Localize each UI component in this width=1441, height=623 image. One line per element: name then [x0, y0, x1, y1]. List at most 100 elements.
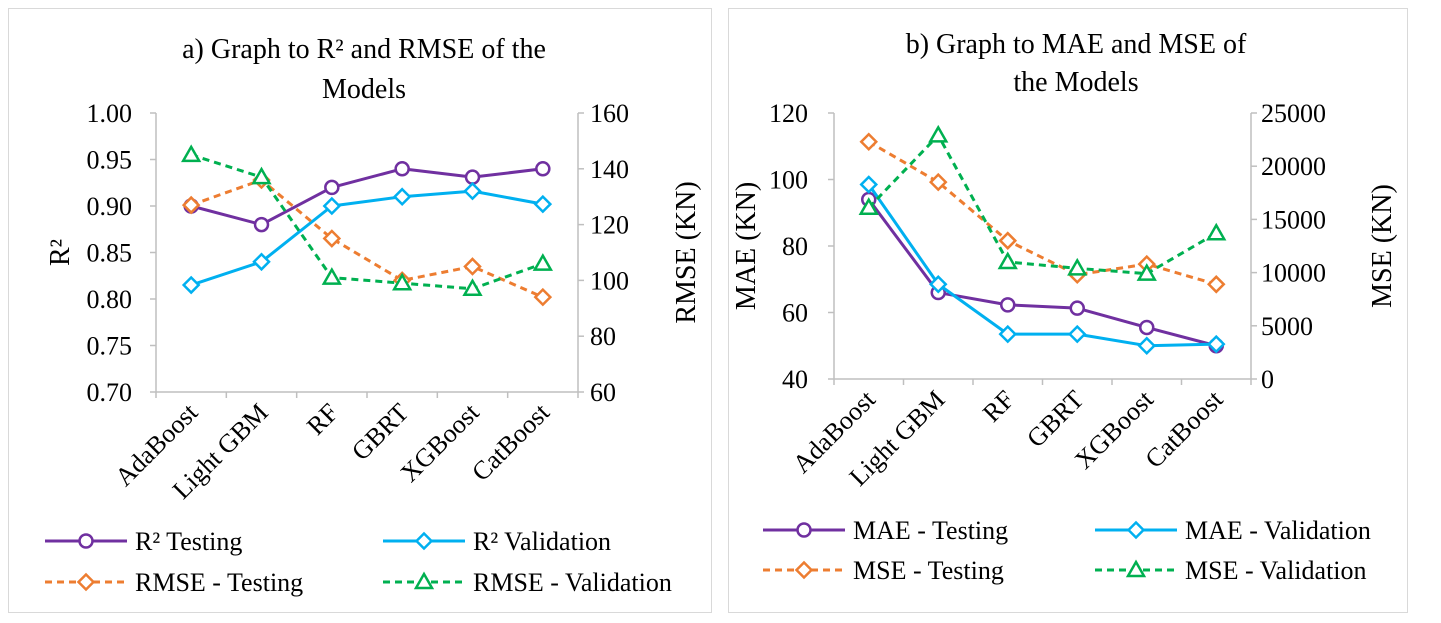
chart-a-category-label: XGBoost [395, 397, 486, 488]
chart-a-series-1-point [464, 169, 481, 185]
chart-a-series-4-point [532, 253, 553, 271]
chart-b-legend-marker [1125, 559, 1147, 578]
chart-b-legend-marker [794, 560, 814, 580]
chart-a-title-line-1: a) Graph to R² and RMSE of the [182, 34, 546, 65]
chart-b-title-line-1: b) Graph to MAE and MSE of [906, 29, 1247, 60]
chart-a-y2tick-label: 80 [590, 322, 616, 351]
chart-b-series-2-point [1206, 334, 1226, 354]
chart-b-series-3-point [998, 231, 1018, 250]
chart-panel-a: a) Graph to R² and RMSE of the Models 0.70… [8, 8, 712, 613]
chart-b-y2tick-label: 25000 [1261, 99, 1326, 128]
chart-b-series-2-point [998, 324, 1018, 344]
chart-a-series-4-point [392, 272, 413, 291]
chart-a-legend-marker [78, 533, 94, 549]
chart-b-series-4-point [997, 251, 1018, 270]
chart-b-category-label: CatBoost [1140, 384, 1229, 473]
chart-b-series-2-point [928, 274, 948, 294]
chart-b-ylabel: MAE (KN) [731, 182, 762, 310]
chart-a-ytick-label: 1.00 [87, 99, 133, 128]
chart-a-legend-marker [413, 571, 435, 590]
chart-a-category-label: CatBoost [466, 397, 555, 486]
chart-a-y2tick-label: 160 [590, 99, 629, 128]
chart-b-series-2-line [867, 183, 1217, 348]
chart-a-ytick-label: 0.80 [87, 285, 133, 314]
chart-a-series-3-point [322, 229, 342, 248]
chart-b-series-2-point [1137, 336, 1157, 356]
chart-a-title-line-2: Models [322, 74, 406, 105]
chart-a-y2tick-label: 120 [590, 211, 629, 240]
chart-b-y2tick-label: 20000 [1261, 152, 1326, 181]
chart-a-series-3-point [181, 195, 201, 215]
chart-a-series-2-point [392, 187, 412, 206]
chart-b-y2tick-label: 5000 [1261, 312, 1313, 341]
chart-b-y2tick-label: 15000 [1261, 205, 1326, 234]
chart-a-y2tick-label: 100 [590, 266, 629, 295]
chart-a-legend-marker [414, 531, 434, 551]
chart-b-title-line-2: the Models [1013, 67, 1138, 98]
chart-a-y2tick-label: 60 [590, 378, 616, 407]
chart-b-svg: b) Graph to MAE and MSE of the Models 40 60… [731, 29, 1398, 585]
chart-b-series-4-point [1136, 263, 1157, 281]
chart-a-category-label: GBRT [346, 398, 415, 467]
chart-b-category-label: RF [977, 385, 1020, 428]
chart-b-series-4-point [1067, 257, 1088, 276]
chart-b-y2label: MSE (KN) [1367, 184, 1398, 308]
chart-a-series-4-point [321, 267, 342, 285]
chart-a-series-4-point [462, 278, 483, 297]
chart-b-series-1-point [1139, 319, 1155, 336]
chart-a-series-4-point [251, 166, 272, 185]
chart-b-legend-label: MSE - Validation [1185, 556, 1367, 585]
chart-b-ytick-label: 80 [782, 232, 808, 261]
chart-b-series-4-point [928, 124, 949, 143]
chart-a-series-2-point [533, 194, 553, 214]
chart-a-category-label: RF [301, 398, 344, 441]
chart-b-series-4-point [1206, 222, 1227, 241]
chart-b-y2tick-label: 10000 [1261, 259, 1326, 288]
chart-a-ytick-label: 0.95 [87, 146, 133, 175]
chart-a-series-2-point [322, 196, 342, 216]
chart-a-series-3-point [533, 287, 553, 307]
chart-b-series-4-point [858, 197, 879, 215]
chart-b-series-1-point [1069, 300, 1085, 316]
chart-a-series-1-point [535, 161, 551, 177]
chart-b-series-4-line [867, 133, 1218, 276]
chart-a-y2tick-label: 140 [590, 155, 629, 184]
chart-a-legend-label: R² Testing [135, 527, 242, 556]
chart-a-series-4-line [190, 153, 544, 291]
chart-a-series-3-point [463, 257, 482, 276]
chart-b-legend-marker [796, 522, 812, 538]
chart-a-legend-marker [76, 572, 96, 592]
chart-a-y2label: RMSE (KN) [671, 181, 702, 323]
chart-a-ytick-label: 0.75 [87, 332, 133, 361]
chart-a-series-2-point [181, 275, 201, 295]
chart-panel-b: b) Graph to MAE and MSE of the Models 40 60… [728, 8, 1408, 613]
chart-b-ytick-label: 120 [769, 99, 808, 128]
chart-a-ylabel: R² [45, 239, 76, 266]
chart-a-series-2-line [190, 189, 544, 287]
chart-b-series-1-line [867, 198, 1217, 348]
chart-a-series-1-point [324, 179, 340, 196]
chart-a-series-1-point [253, 216, 270, 233]
chart-b-series-2-point [859, 175, 879, 194]
chart-a-series-4-point [181, 144, 202, 163]
chart-a-ytick-label: 0.85 [87, 239, 133, 268]
chart-b-ytick-label: 100 [769, 166, 808, 195]
chart-b-legend-label: MSE - Testing [853, 556, 1004, 585]
chart-a-series-2-point [463, 181, 482, 201]
chart-a-series-1-point [394, 161, 410, 177]
chart-a-svg: a) Graph to R² and RMSE of the Models 0.70… [45, 34, 702, 597]
chart-b-legend-label: MAE - Testing [853, 516, 1008, 545]
chart-a-series-1-line [190, 167, 544, 227]
chart-b-legend-label: MAE - Validation [1185, 516, 1371, 545]
chart-a-legend-label: RMSE - Testing [135, 568, 303, 597]
chart-a-series-3-line [190, 178, 544, 299]
chart-b-series-3-point [928, 172, 948, 192]
chart-b-ytick-label: 40 [782, 365, 808, 394]
chart-a-series-2-point [252, 252, 271, 272]
chart-a-ytick-label: 0.90 [87, 192, 133, 221]
chart-b-ytick-label: 60 [782, 299, 808, 328]
chart-a-legend-label: R² Validation [473, 527, 611, 556]
chart-b-series-3-point [859, 132, 879, 151]
chart-b-category-label: XGBoost [1069, 384, 1160, 475]
chart-a-legend-label: RMSE - Validation [473, 568, 672, 597]
